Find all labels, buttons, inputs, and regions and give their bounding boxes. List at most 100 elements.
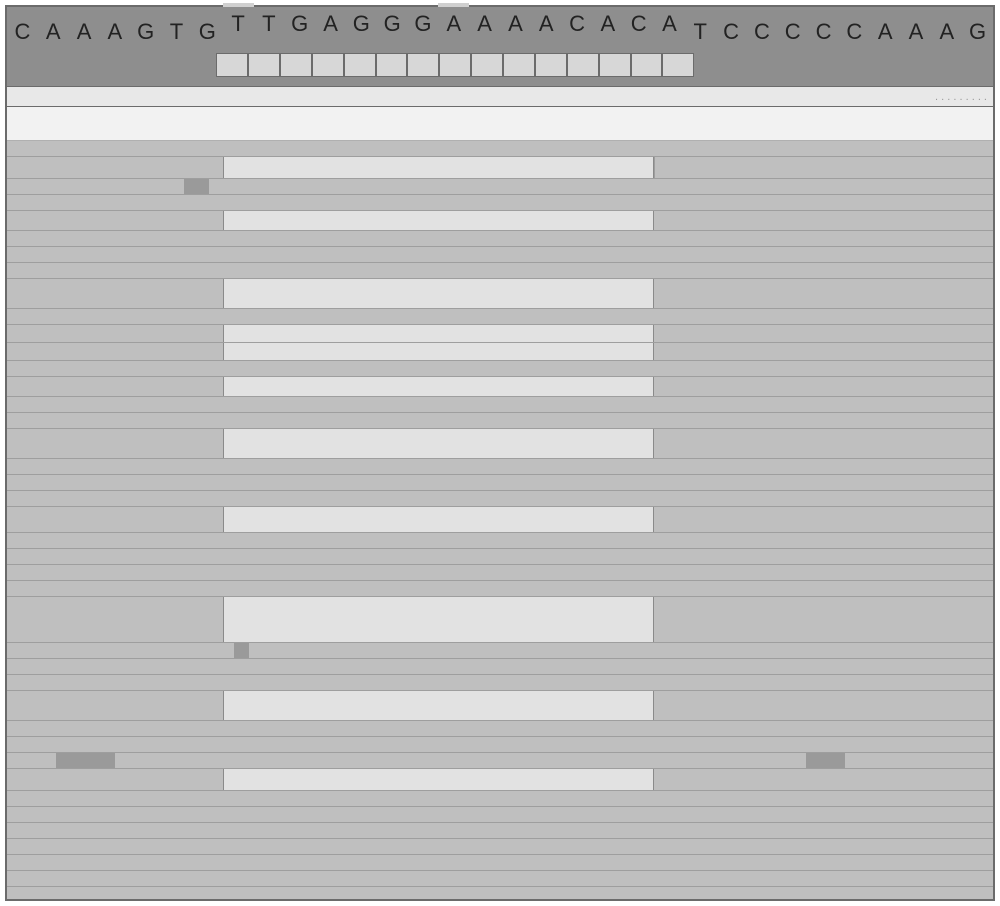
- deletion-gap: [223, 429, 654, 458]
- reference-base: A: [315, 11, 346, 37]
- deletion-gap: [223, 507, 654, 532]
- reference-base: G: [408, 11, 439, 37]
- deletion-gap: [223, 377, 654, 396]
- highlight-box-cell: [127, 53, 157, 77]
- highlight-box-cell: [724, 53, 754, 77]
- deletion-gap: [223, 691, 654, 720]
- highlight-box-cell: [503, 53, 535, 77]
- read-row: [7, 157, 993, 179]
- read-row: [7, 459, 993, 475]
- read-row: [7, 549, 993, 565]
- highlight-box-cell: [694, 53, 724, 77]
- read-row: [7, 141, 993, 157]
- highlight-box-cell: [754, 53, 784, 77]
- reference-base: G: [377, 11, 408, 37]
- highlight-box-cell: [439, 53, 471, 77]
- read-row: [7, 491, 993, 507]
- reference-base: G: [130, 19, 161, 45]
- reference-base: C: [7, 19, 38, 45]
- reference-base: C: [716, 19, 747, 45]
- highlight-box-cell: [844, 53, 874, 77]
- read-row: [7, 279, 993, 309]
- reference-base: A: [38, 19, 69, 45]
- read-row: [7, 807, 993, 823]
- highlight-boxes: [7, 53, 993, 77]
- deletion-gap: [223, 343, 654, 360]
- highlight-box-cell: [599, 53, 631, 77]
- reference-base: C: [808, 19, 839, 45]
- read-row: [7, 581, 993, 597]
- read-row: [7, 887, 993, 899]
- read-row: [7, 195, 993, 211]
- reference-base: A: [99, 19, 130, 45]
- reference-base: C: [777, 19, 808, 45]
- read-row: [7, 871, 993, 887]
- read-row: [7, 325, 993, 343]
- read-row: [7, 179, 993, 195]
- highlight-box-cell: [280, 53, 312, 77]
- read-row: [7, 675, 993, 691]
- reference-base: T: [161, 19, 192, 45]
- read-row: [7, 361, 993, 377]
- highlight-box-cell: [344, 53, 376, 77]
- mismatch-block: [184, 179, 209, 194]
- reference-base: A: [438, 11, 469, 37]
- highlight-box-cell: [156, 53, 186, 77]
- spacer-track: [7, 107, 993, 141]
- highlight-box-cell: [376, 53, 408, 77]
- mismatch-block: [234, 643, 249, 658]
- highlight-box-cell: [631, 53, 663, 77]
- highlight-box-cell: [814, 53, 844, 77]
- read-row: [7, 413, 993, 429]
- read-row: [7, 343, 993, 361]
- read-row: [7, 721, 993, 737]
- read-row: [7, 475, 993, 491]
- reference-base: A: [531, 11, 562, 37]
- reference-base: T: [685, 19, 716, 45]
- reference-base: G: [192, 19, 223, 45]
- read-row: [7, 643, 993, 659]
- highlight-box-cell: [248, 53, 280, 77]
- read-row: [7, 855, 993, 871]
- reads-panel: L755_T759del: [7, 141, 993, 899]
- read-row: [7, 507, 993, 533]
- highlight-box-cell: [784, 53, 814, 77]
- reference-sequence: CAAAGTGTTGAGGGAAAACACATCCCCCAAAG: [7, 7, 993, 57]
- reference-base: A: [901, 19, 932, 45]
- read-row: [7, 691, 993, 721]
- read-row: [7, 769, 993, 791]
- read-row: [7, 533, 993, 549]
- reference-base: A: [931, 19, 962, 45]
- reference-base: G: [346, 11, 377, 37]
- highlight-box-cell: [933, 53, 963, 77]
- read-row: [7, 597, 993, 643]
- coverage-dots: . . . . . . . . .: [935, 91, 987, 103]
- highlight-box-cell: [662, 53, 694, 77]
- read-row: [7, 377, 993, 397]
- read-row: [7, 247, 993, 263]
- highlight-box-cell: [471, 53, 503, 77]
- reference-base: A: [654, 11, 685, 37]
- coverage-track: . . . . . . . . .: [7, 87, 993, 107]
- reference-base: A: [870, 19, 901, 45]
- deletion-gap: [223, 157, 654, 178]
- highlight-box-cell: [67, 53, 97, 77]
- deletion-gap: [223, 279, 654, 308]
- highlight-box-cell: [963, 53, 993, 77]
- highlight-box-cell: [567, 53, 599, 77]
- read-row: [7, 397, 993, 413]
- deletion-gap: [223, 325, 654, 342]
- alignment-viewer: CAAAGTGTTGAGGGAAAACACATCCCCCAAAG . . . .…: [5, 5, 995, 901]
- read-row: [7, 211, 993, 231]
- reference-base: A: [469, 11, 500, 37]
- highlight-box-cell: [312, 53, 344, 77]
- reference-base: T: [223, 11, 254, 37]
- highlight-box-cell: [97, 53, 127, 77]
- read-row: [7, 659, 993, 675]
- deletion-gap: [223, 597, 654, 642]
- reference-base: A: [69, 19, 100, 45]
- reference-base: C: [623, 11, 654, 37]
- read-row: [7, 263, 993, 279]
- mismatch-block: [56, 753, 115, 768]
- reference-base: G: [962, 19, 993, 45]
